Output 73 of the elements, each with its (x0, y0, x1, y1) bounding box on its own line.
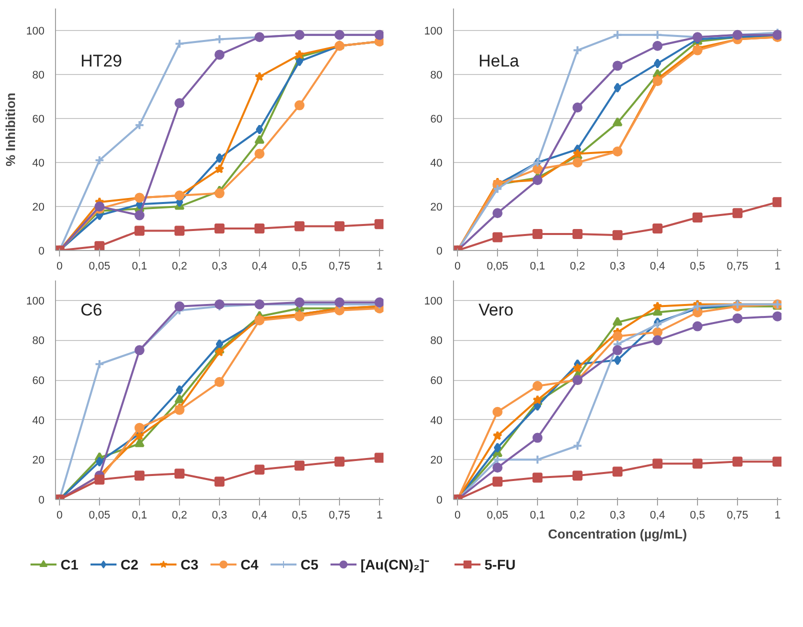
legend-label: C4 (240, 556, 259, 572)
y-tick-label: 100 (424, 26, 443, 38)
x-tick-label: 0 (56, 510, 63, 522)
y-axis-title: % Inhibition (3, 92, 18, 166)
y-tick-label: 100 (26, 26, 45, 38)
legend-label: 5-FU (484, 556, 516, 572)
x-tick-label: 0,2 (172, 510, 188, 522)
text: HT29 (80, 52, 122, 70)
x-tick-label: 0,5 (690, 510, 706, 522)
y-tick-label: 20 (32, 202, 45, 214)
x-tick-label: 0,2 (570, 260, 586, 272)
y-tick-label: 100 (26, 295, 45, 308)
x-tick-label: 0,75 (726, 510, 748, 522)
y-tick-label: 100 (424, 295, 443, 308)
y-tick-label: 60 (430, 375, 443, 388)
y-tick-label: 0 (38, 246, 45, 258)
x-tick-label: 1 (774, 260, 781, 272)
y-tick-label: 60 (32, 375, 45, 388)
y-tick-label: 60 (32, 114, 45, 126)
x-tick-label: 0,05 (88, 260, 110, 272)
x-tick-label: 0,75 (328, 260, 350, 272)
y-tick-label: 0 (436, 494, 443, 506)
x-tick-label: 0,1 (132, 510, 148, 522)
legend-label: C5 (300, 556, 319, 572)
x-tick-label: 0,4 (252, 260, 268, 272)
x-axis-title: Concentration (µg/mL) (548, 526, 687, 542)
x-tick-label: 1 (376, 510, 383, 522)
x-tick-label: 1 (376, 260, 383, 272)
x-tick-label: 0,3 (212, 260, 228, 272)
x-tick-label: 0,1 (132, 260, 148, 272)
text: Vero (478, 300, 514, 320)
x-tick-label: 0,05 (486, 260, 508, 272)
y-tick-label: 20 (32, 454, 45, 467)
x-tick-label: 0,4 (650, 510, 666, 522)
x-tick-label: 0,75 (726, 260, 748, 272)
legend-label: C1 (60, 556, 79, 572)
x-tick-label: 1 (774, 510, 781, 522)
y-tick-label: 40 (430, 414, 443, 427)
legend-label: [Au(CN)₂]⁻ (360, 556, 430, 572)
legend-label: C2 (120, 556, 139, 572)
x-tick-label: 0,1 (530, 510, 546, 522)
x-tick-label: 0,5 (690, 260, 706, 272)
y-tick-label: 40 (32, 158, 45, 170)
x-tick-label: 0,4 (650, 260, 666, 272)
x-tick-label: 0,3 (212, 510, 228, 522)
x-tick-label: 0,5 (292, 260, 308, 272)
y-tick-label: 60 (430, 114, 443, 126)
y-tick-label: 80 (430, 70, 443, 82)
x-tick-label: 0 (454, 510, 461, 522)
text: C6 (80, 300, 102, 320)
x-tick-label: 0,3 (610, 260, 626, 272)
x-tick-label: 0,5 (292, 510, 308, 522)
x-tick-label: 0,75 (328, 510, 350, 522)
x-tick-label: 0,2 (172, 260, 188, 272)
y-tick-label: 20 (430, 202, 443, 214)
x-tick-label: 0,1 (530, 260, 546, 272)
y-tick-label: 80 (32, 335, 45, 348)
x-tick-label: 0,4 (252, 510, 268, 522)
x-tick-label: 0,2 (570, 510, 586, 522)
y-tick-label: 0 (38, 494, 45, 506)
text: HeLa (478, 52, 520, 70)
legend-label: C3 (180, 556, 199, 572)
y-tick-label: 40 (430, 158, 443, 170)
x-tick-label: 0 (454, 260, 461, 272)
y-tick-label: 80 (32, 70, 45, 82)
y-tick-label: 40 (32, 414, 45, 427)
x-tick-label: 0 (56, 260, 63, 272)
y-tick-label: 20 (430, 454, 443, 467)
y-tick-label: 80 (430, 335, 443, 348)
y-tick-label: 0 (436, 246, 443, 258)
x-tick-label: 0,05 (88, 510, 110, 522)
x-tick-label: 0,3 (610, 510, 626, 522)
x-tick-label: 0,05 (486, 510, 508, 522)
